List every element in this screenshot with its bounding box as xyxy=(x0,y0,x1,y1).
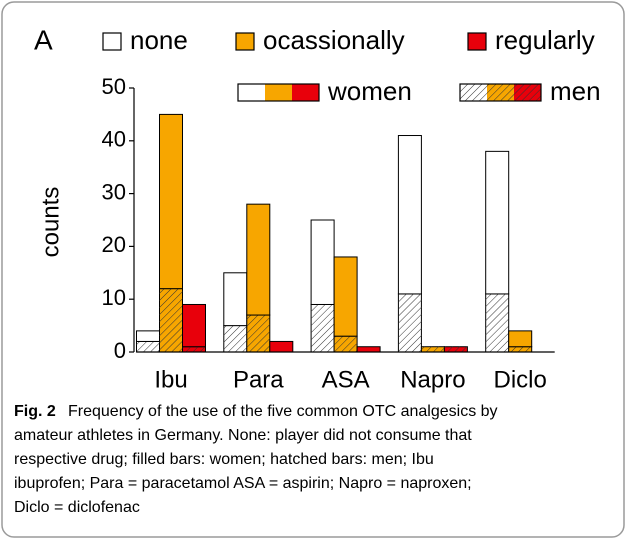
bar-men-hatch xyxy=(421,346,445,352)
x-tick-label: Napro xyxy=(400,366,465,393)
bar-men-hatch xyxy=(485,293,509,352)
bar-men-hatch xyxy=(444,346,468,352)
y-axis-label: counts xyxy=(37,187,64,258)
legend-swatch xyxy=(238,84,265,101)
bar-men-hatch xyxy=(311,304,335,352)
bar-men-hatch xyxy=(508,346,532,352)
legend-label: men xyxy=(550,76,601,106)
bar-men-hatch xyxy=(334,336,358,352)
legend-swatch xyxy=(102,32,122,51)
bar-women xyxy=(333,256,358,337)
bar-women xyxy=(159,113,183,290)
x-tick-label: Ibu xyxy=(154,366,187,393)
caption-label: Fig. 2 xyxy=(14,403,56,420)
legend-label: women xyxy=(327,76,412,106)
caption-line: respective drug; filled bars: women; hat… xyxy=(14,451,434,468)
bar-women xyxy=(246,203,271,316)
bar-women xyxy=(310,219,335,305)
panel-label: A xyxy=(34,24,53,55)
caption-line: amateur athletes in Germany. None: playe… xyxy=(14,427,472,444)
bar-women xyxy=(136,330,160,342)
bar-men-hatch xyxy=(136,341,160,352)
y-tick-label: 40 xyxy=(102,127,126,152)
legend-hatch xyxy=(487,84,514,101)
y-tick-label: 30 xyxy=(102,179,126,204)
legend-outline xyxy=(237,83,320,102)
y-tick-label: 20 xyxy=(102,232,126,257)
legend-label: ocassionally xyxy=(263,25,405,55)
caption-line: Diclo = diclofenac xyxy=(14,499,140,516)
x-tick-label: Diclo xyxy=(494,366,547,393)
legend-swatch xyxy=(235,32,255,51)
y-tick-label: 0 xyxy=(114,338,126,363)
legend-label: none xyxy=(130,25,188,55)
bar-women xyxy=(182,303,206,348)
bar-women xyxy=(356,346,381,353)
caption-line: ibuprofen; Para = paracetamol ASA = aspi… xyxy=(14,475,472,492)
bar-men-hatch xyxy=(223,325,247,352)
bar-women xyxy=(508,330,533,348)
bar-men-hatch xyxy=(159,288,183,352)
bar-men-hatch xyxy=(398,293,422,352)
legend-hatch xyxy=(514,84,541,101)
bar-men-hatch xyxy=(246,315,270,352)
x-tick-label: ASA xyxy=(322,366,370,393)
legend-swatch xyxy=(292,84,319,101)
caption-line: Frequency of the use of the five common … xyxy=(68,403,498,420)
y-tick-label: 50 xyxy=(102,74,126,99)
y-tick-label: 10 xyxy=(102,285,126,310)
legend-swatch xyxy=(467,32,487,51)
bar-women xyxy=(397,135,422,295)
bar-men-hatch xyxy=(182,346,206,352)
bar-women xyxy=(485,150,510,295)
legend-outline xyxy=(459,83,542,102)
x-tick-label: Para xyxy=(233,366,284,393)
legend-label: regularly xyxy=(495,25,595,55)
legend-swatch xyxy=(265,84,292,101)
legend-hatch xyxy=(460,84,487,101)
bar-women xyxy=(269,340,294,353)
bar-women xyxy=(223,272,248,327)
